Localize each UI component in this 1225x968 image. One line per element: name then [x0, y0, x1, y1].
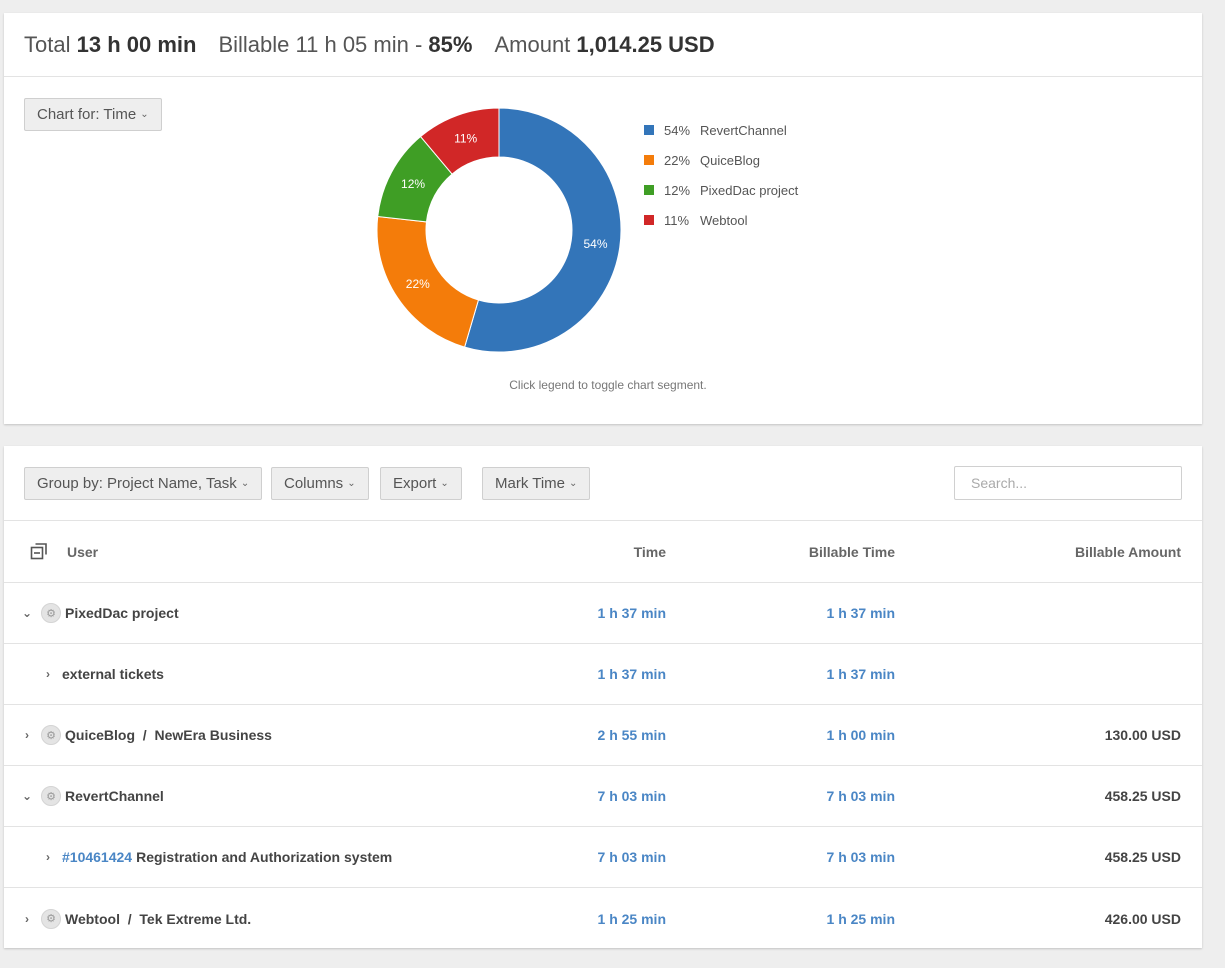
slice-label: 22% — [406, 277, 430, 291]
group-by-dropdown[interactable]: Group by: Project Name, Task ⌄ — [24, 467, 263, 500]
header-user[interactable]: User — [67, 543, 99, 560]
chart-for-label: Chart for: Time — [37, 106, 137, 123]
table-row[interactable]: › external tickets 1 h 37 min 1 h 37 min — [4, 644, 1202, 705]
row-billable-amount: 130.00 USD — [1104, 727, 1181, 743]
chart-legend: 54% RevertChannel 22% QuiceBlog 12% PixedDac … — [644, 115, 798, 235]
chart-for-dropdown[interactable]: Chart for: Time ⌄ — [24, 98, 162, 131]
legend-swatch — [644, 215, 654, 225]
chevron-down-icon[interactable]: ⌄ — [21, 789, 33, 803]
billable-value: 11 h 05 min - — [295, 31, 423, 57]
table-row[interactable]: ⌄ ⚙ PixedDac project 1 h 37 min 1 h 37 m… — [4, 583, 1202, 644]
collapse-all-icon[interactable] — [30, 542, 48, 560]
legend-swatch — [644, 155, 654, 165]
table-header: User Time Billable Time Billable Amount — [4, 521, 1202, 583]
donut-chart: 54% 22% 12% 11% — [376, 107, 622, 353]
legend-item-quiceblog[interactable]: 22% QuiceBlog — [644, 145, 798, 175]
columns-dropdown[interactable]: Columns ⌄ — [271, 467, 369, 500]
billable-percent: 85% — [428, 31, 473, 57]
row-name: external tickets — [62, 666, 164, 682]
row-billable-time[interactable]: 7 h 03 min — [826, 788, 895, 804]
legend-label: PixedDac project — [700, 182, 799, 198]
chevron-right-icon[interactable]: › — [46, 667, 50, 681]
legend-label: RevertChannel — [700, 122, 787, 138]
row-time[interactable]: 1 h 37 min — [597, 666, 666, 682]
row-name: Registration and Authorization system — [136, 849, 393, 865]
columns-label: Columns — [284, 475, 344, 492]
header-time[interactable]: Time — [633, 543, 666, 560]
table-row[interactable]: › ⚙ Webtool / Tek Extreme Ltd. 1 h 25 mi… — [4, 888, 1202, 949]
legend-label: Webtool — [700, 212, 748, 228]
chevron-down-icon[interactable]: ⌄ — [21, 606, 33, 620]
row-time[interactable]: 7 h 03 min — [597, 849, 666, 865]
pie-slice-revertchannel[interactable] — [464, 107, 622, 353]
amount-label: Amount — [494, 31, 571, 57]
slice-label: 11% — [454, 131, 477, 145]
table-row[interactable]: › ⚙ QuiceBlog / NewEra Business 2 h 55 m… — [4, 705, 1202, 766]
legend-percent: 22% — [664, 152, 691, 168]
row-time[interactable]: 1 h 25 min — [597, 910, 666, 927]
legend-item-webtool[interactable]: 11% Webtool — [644, 205, 798, 235]
legend-percent: 11% — [664, 212, 690, 228]
chevron-down-icon: ⌄ — [440, 478, 449, 489]
chevron-down-icon: ⌄ — [240, 478, 250, 489]
chevron-right-icon[interactable]: › — [25, 911, 29, 926]
pie-slice-webtool[interactable] — [419, 107, 500, 175]
chevron-down-icon: ⌄ — [347, 478, 356, 489]
export-label: Export — [393, 475, 437, 492]
row-time[interactable]: 1 h 37 min — [597, 605, 666, 621]
legend-swatch — [644, 185, 654, 195]
chevron-down-icon: ⌄ — [569, 478, 578, 489]
legend-label: QuiceBlog — [700, 152, 760, 168]
row-billable-amount: 458.25 USD — [1104, 849, 1181, 865]
row-billable-time[interactable]: 1 h 00 min — [826, 727, 895, 743]
mark-time-dropdown[interactable]: Mark Time ⌄ — [482, 467, 591, 500]
table-row[interactable]: › #10461424 Registration and Authorizati… — [4, 827, 1202, 888]
chevron-down-icon: ⌄ — [140, 109, 149, 120]
total-label: Total — [24, 31, 71, 57]
slice-label: 12% — [401, 177, 425, 191]
row-billable-amount: 426.00 USD — [1104, 910, 1181, 927]
report-table-card: Group by: Project Name, Task ⌄ Columns ⌄ E… — [4, 446, 1202, 948]
row-billable-amount: 458.25 USD — [1104, 788, 1181, 804]
slice-label: 54% — [583, 237, 607, 251]
legend-item-pixeddac-project[interactable]: 12% PixedDac project — [644, 175, 798, 205]
legend-percent: 12% — [664, 182, 691, 198]
legend-item-revertchannel[interactable]: 54% RevertChannel — [644, 115, 798, 145]
table-row[interactable]: ⌄ ⚙ RevertChannel 7 h 03 min 7 h 03 min … — [4, 766, 1202, 827]
header-billable-amount[interactable]: Billable Amount — [1074, 543, 1181, 560]
total-value: 13 h 00 min — [76, 31, 197, 57]
chevron-right-icon[interactable]: › — [25, 728, 29, 742]
row-time[interactable]: 7 h 03 min — [597, 788, 666, 804]
project-icon: ⚙ — [41, 603, 61, 623]
amount-value: 1,014.25 USD — [576, 31, 715, 57]
export-dropdown[interactable]: Export ⌄ — [380, 467, 462, 500]
row-time[interactable]: 2 h 55 min — [597, 727, 666, 743]
row-name: QuiceBlog / NewEra Business — [65, 727, 272, 743]
mark-time-label: Mark Time — [495, 475, 566, 492]
legend-swatch — [644, 125, 654, 135]
legend-percent: 54% — [664, 122, 691, 138]
group-by-label: Group by: Project Name, Task — [37, 475, 237, 492]
row-billable-time[interactable]: 7 h 03 min — [826, 849, 895, 865]
row-name: PixedDac project — [65, 605, 179, 621]
project-icon: ⚙ — [41, 908, 61, 929]
chevron-right-icon[interactable]: › — [46, 850, 50, 864]
row-billable-time[interactable]: 1 h 37 min — [826, 605, 895, 621]
ticket-link[interactable]: #10461424 — [62, 849, 133, 865]
row-billable-time[interactable]: 1 h 37 min — [826, 666, 895, 682]
search-input[interactable] — [954, 466, 1182, 500]
summary-card: Total 13 h 00 min Billable 11 h 05 min -… — [4, 13, 1202, 424]
chart-hint: Click legend to toggle chart segment. — [509, 378, 707, 392]
row-name: Webtool / Tek Extreme Ltd. — [65, 910, 252, 927]
billable-label: Billable — [218, 31, 290, 57]
header-billable-time[interactable]: Billable Time — [808, 543, 895, 560]
row-name: RevertChannel — [65, 788, 164, 804]
table-toolbar: Group by: Project Name, Task ⌄ Columns ⌄ E… — [4, 446, 1202, 521]
project-icon: ⚙ — [41, 786, 61, 806]
summary-header: Total 13 h 00 min Billable 11 h 05 min -… — [4, 13, 1202, 77]
row-billable-time[interactable]: 1 h 25 min — [826, 910, 895, 927]
project-icon: ⚙ — [41, 725, 61, 745]
